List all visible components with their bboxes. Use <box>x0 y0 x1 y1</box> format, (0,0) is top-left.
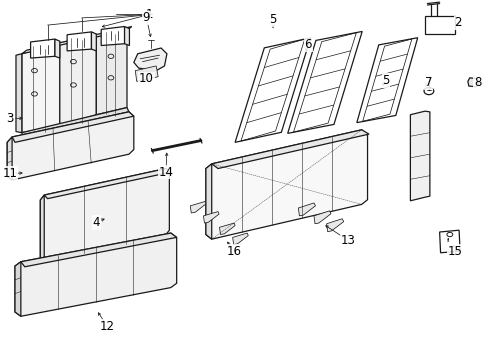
Polygon shape <box>203 212 219 223</box>
Text: 8: 8 <box>473 76 480 89</box>
Polygon shape <box>219 223 235 234</box>
Polygon shape <box>409 111 429 201</box>
Text: 16: 16 <box>226 244 241 257</box>
Polygon shape <box>313 211 330 224</box>
Polygon shape <box>287 31 362 134</box>
Polygon shape <box>439 230 459 253</box>
Text: 12: 12 <box>100 320 115 333</box>
Text: 5: 5 <box>382 74 389 87</box>
Polygon shape <box>40 195 44 262</box>
Polygon shape <box>356 38 417 123</box>
Polygon shape <box>15 233 176 316</box>
Text: 2: 2 <box>453 17 461 30</box>
Polygon shape <box>67 32 91 51</box>
Text: 3: 3 <box>6 112 14 125</box>
Polygon shape <box>7 112 134 180</box>
Text: 15: 15 <box>447 244 462 257</box>
Polygon shape <box>22 108 129 137</box>
Polygon shape <box>60 36 96 126</box>
Text: 11: 11 <box>2 167 18 180</box>
Polygon shape <box>22 27 132 54</box>
Polygon shape <box>44 168 170 199</box>
Polygon shape <box>55 39 60 58</box>
Polygon shape <box>135 66 158 81</box>
Text: 7: 7 <box>424 76 432 89</box>
Polygon shape <box>101 27 124 45</box>
Polygon shape <box>31 39 55 58</box>
Text: 6: 6 <box>304 38 311 51</box>
Text: 13: 13 <box>340 234 355 247</box>
Polygon shape <box>7 137 12 180</box>
Polygon shape <box>22 43 60 133</box>
Text: 1: 1 <box>146 8 153 21</box>
Polygon shape <box>12 112 134 142</box>
Text: 10: 10 <box>139 72 154 85</box>
Polygon shape <box>91 32 96 51</box>
Polygon shape <box>211 130 368 168</box>
Polygon shape <box>235 38 310 142</box>
Polygon shape <box>298 203 315 216</box>
Polygon shape <box>15 262 21 316</box>
Polygon shape <box>124 27 129 45</box>
Polygon shape <box>96 30 127 115</box>
Polygon shape <box>326 219 343 231</box>
Polygon shape <box>134 48 166 71</box>
Polygon shape <box>232 233 248 244</box>
Polygon shape <box>205 130 367 239</box>
Polygon shape <box>424 16 454 34</box>
Polygon shape <box>16 54 22 133</box>
Polygon shape <box>190 202 205 213</box>
Text: 5: 5 <box>269 13 276 26</box>
Polygon shape <box>467 78 478 87</box>
Text: 4: 4 <box>92 216 100 229</box>
Polygon shape <box>40 168 169 262</box>
Text: 14: 14 <box>158 166 173 179</box>
Text: 9: 9 <box>142 12 150 24</box>
Polygon shape <box>21 233 176 267</box>
Text: fi: fi <box>446 238 449 243</box>
Polygon shape <box>205 164 211 239</box>
